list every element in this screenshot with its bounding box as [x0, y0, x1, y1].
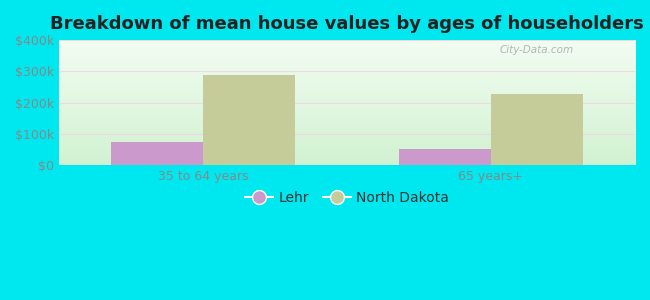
Bar [111, 142, 203, 165]
Legend: Lehr, North Dakota: Lehr, North Dakota [239, 185, 454, 210]
Bar [203, 75, 295, 165]
Bar [491, 94, 583, 165]
Text: City-Data.com: City-Data.com [500, 45, 574, 55]
Bar [399, 149, 491, 165]
Title: Breakdown of mean house values by ages of householders: Breakdown of mean house values by ages o… [50, 15, 644, 33]
